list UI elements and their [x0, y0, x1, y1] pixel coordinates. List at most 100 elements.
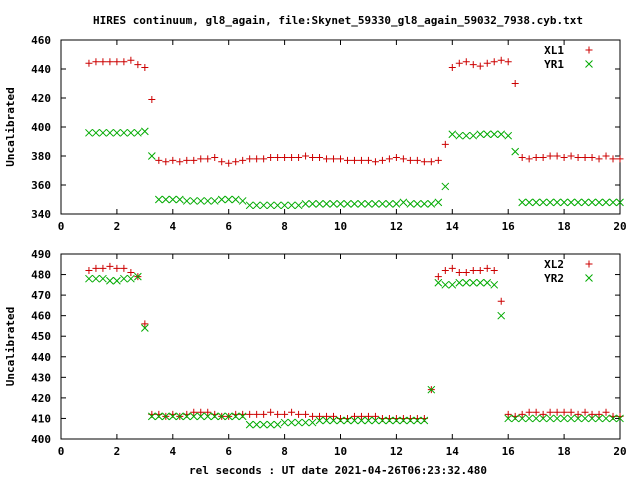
- data-point: [252, 201, 261, 210]
- data-point: [574, 153, 582, 161]
- x-tick-label: 20: [613, 445, 626, 458]
- y-tick-label: 340: [31, 208, 51, 221]
- y-tick-label: 420: [31, 92, 51, 105]
- y-tick-label: 460: [31, 34, 51, 47]
- data-point: [378, 199, 387, 208]
- data-point: [99, 128, 107, 137]
- data-point: [176, 158, 184, 166]
- data-point: [106, 58, 114, 66]
- data-point: [553, 152, 561, 160]
- data-point: [448, 130, 457, 139]
- data-point: [273, 420, 282, 429]
- data-point: [595, 155, 603, 163]
- data-point: [343, 416, 352, 425]
- data-point: [420, 199, 429, 208]
- data-point: [210, 412, 219, 421]
- data-point: [92, 264, 100, 272]
- data-point: [301, 199, 310, 208]
- data-point: [497, 56, 505, 64]
- x-tick-label: 12: [390, 445, 403, 458]
- data-point: [483, 278, 492, 287]
- data-point: [246, 155, 254, 163]
- data-point: [168, 195, 177, 204]
- data-point: [546, 414, 554, 423]
- data-point: [546, 152, 554, 160]
- data-point: [385, 155, 393, 163]
- data-point: [218, 158, 226, 166]
- data-point: [337, 155, 344, 163]
- y-tick-label: 380: [31, 150, 51, 163]
- data-point: [364, 156, 372, 164]
- data-point: [434, 278, 443, 287]
- data-point: [253, 155, 261, 163]
- data-point: [350, 156, 358, 164]
- data-point: [378, 416, 387, 425]
- data-point: [588, 198, 596, 207]
- data-point: [574, 410, 582, 418]
- data-point: [175, 412, 184, 421]
- data-point: [287, 418, 296, 427]
- data-point: [574, 414, 582, 423]
- data-point: [140, 324, 149, 332]
- data-point: [281, 153, 289, 161]
- x-tick-label: 12: [390, 220, 403, 233]
- y-tick-label: 480: [31, 269, 51, 282]
- data-point: [371, 158, 379, 166]
- data-point: [560, 198, 568, 207]
- data-point: [85, 128, 93, 137]
- data-point: [532, 408, 540, 416]
- data-point: [329, 199, 338, 208]
- data-point: [190, 408, 198, 416]
- data-point: [189, 412, 198, 421]
- data-point: [197, 155, 205, 163]
- data-point: [427, 199, 436, 208]
- data-point: [183, 156, 191, 164]
- series-YR2: [85, 272, 624, 429]
- data-point: [511, 414, 520, 423]
- data-point: [315, 416, 324, 425]
- data-point: [182, 412, 191, 421]
- data-point: [602, 152, 610, 160]
- data-point: [357, 412, 365, 420]
- data-point: [371, 416, 380, 425]
- data-point: [602, 414, 610, 423]
- legend-label: YR2: [544, 272, 564, 285]
- data-point: [259, 201, 268, 210]
- data-point: [120, 58, 128, 66]
- data-point: [504, 131, 513, 140]
- data-point: [616, 155, 624, 163]
- data-point: [315, 199, 324, 208]
- data-point: [476, 62, 484, 70]
- data-point: [455, 59, 463, 67]
- data-point: [302, 410, 310, 418]
- data-point: [602, 408, 610, 416]
- data-point: [490, 280, 499, 289]
- legend-marker: [585, 260, 593, 268]
- data-point: [246, 410, 254, 418]
- data-point: [448, 64, 456, 72]
- y-tick-label: 440: [31, 351, 51, 364]
- data-point: [567, 198, 575, 207]
- chart-panel-1: 0 2 4 6 8 10 12 14 16 18 20 340 360 380 400 420 440 460 Un…: [4, 34, 627, 233]
- data-point: [553, 408, 561, 416]
- data-point: [455, 278, 464, 287]
- data-point: [155, 156, 163, 164]
- data-point: [203, 412, 212, 421]
- data-point: [190, 156, 198, 164]
- data-point: [92, 274, 100, 283]
- data-point: [288, 408, 296, 416]
- y-tick-label: 400: [31, 433, 51, 446]
- data-point: [273, 201, 282, 210]
- data-point: [336, 416, 345, 425]
- x-tick-label: 20: [613, 220, 626, 233]
- data-point: [211, 153, 219, 161]
- data-point: [399, 155, 407, 163]
- data-point: [483, 59, 491, 67]
- data-point: [483, 264, 491, 272]
- data-point: [295, 410, 303, 418]
- data-point: [316, 153, 324, 161]
- y-tick-label: 430: [31, 371, 51, 384]
- data-point: [196, 412, 205, 421]
- chart-panel-2: 0 2 4 6 8 10 12 14 16 18 20 400 410 420 430 440 450 460 47…: [4, 248, 627, 458]
